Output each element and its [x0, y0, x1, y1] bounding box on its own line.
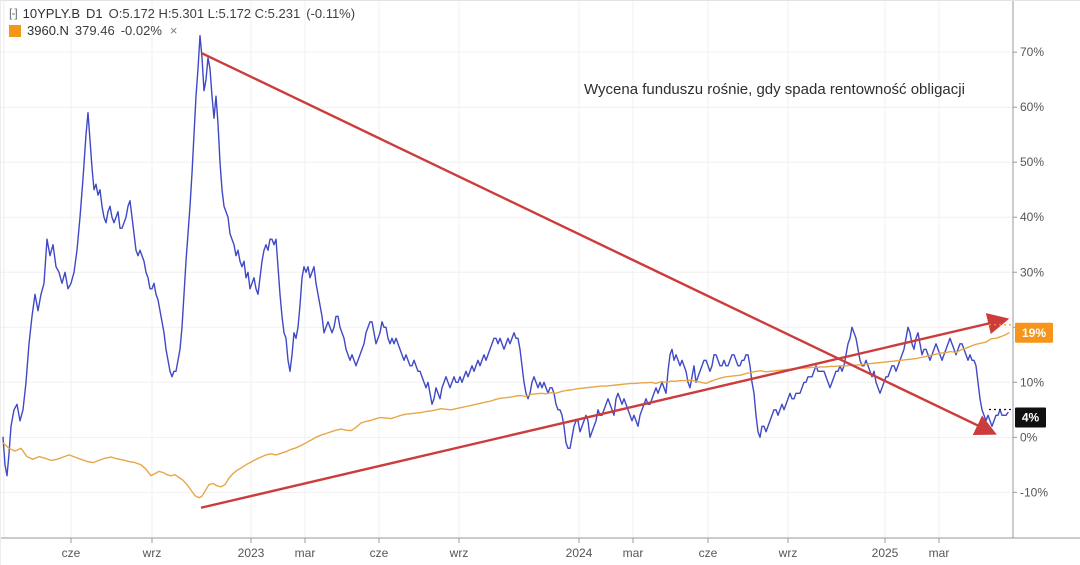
chart-annotation-text: Wycena funduszu rośnie, gdy spada rentow… [584, 81, 965, 98]
trend-up-arrow[interactable] [200, 313, 1010, 509]
y-axis-label: 70% [1020, 45, 1044, 59]
x-axis-label: wrz [142, 546, 162, 560]
y-axis-label: 30% [1020, 265, 1044, 279]
y-axis-label: 40% [1020, 210, 1044, 224]
timeframe-label: D1 [86, 6, 103, 21]
y-axis-label: 60% [1020, 100, 1044, 114]
symbol-name: 10YPLY.B [22, 6, 81, 21]
price-badge-4 [1015, 407, 1046, 428]
x-axis-label: mar [623, 546, 644, 560]
x-axis-label: wrz [449, 546, 469, 560]
collapse-legend-button[interactable]: [-] [9, 6, 18, 20]
x-axis-label: cze [370, 546, 389, 560]
legend-row-main: [-] 10YPLY.B D1 O:5.172 H:5.301 L:5.172 … [9, 5, 355, 22]
price-badge-19 [1015, 322, 1053, 343]
trend-down-arrow[interactable] [201, 52, 997, 436]
overlay-change: -0.02% [120, 23, 162, 38]
x-axis-label: 2025 [872, 546, 899, 560]
x-axis-label: cze [699, 546, 718, 560]
overlay-symbol: 3960.N [27, 23, 69, 38]
change-percent: (-0.11%) [306, 6, 356, 21]
price-badge-text: 19% [1022, 326, 1046, 340]
price-badge-text: 4% [1022, 411, 1040, 425]
x-axis-label: 2024 [566, 546, 593, 560]
remove-overlay-button[interactable]: × [169, 23, 178, 38]
x-axis-label: mar [295, 546, 316, 560]
series-line-10yply-b[interactable] [2, 35, 1009, 477]
legend-row-overlay: 3960.N 379.46 -0.02% × [9, 22, 355, 39]
series-color-swatch [9, 24, 21, 37]
overlay-value: 379.46 [74, 23, 115, 38]
y-axis-label: 10% [1020, 375, 1044, 389]
ohlc-values: O:5.172 H:5.301 L:5.172 C:5.231 [108, 6, 301, 21]
x-axis-label: 2023 [238, 546, 265, 560]
y-axis-label: -10% [1020, 485, 1048, 499]
y-axis-label: 50% [1020, 155, 1044, 169]
x-axis-label: cze [62, 546, 81, 560]
legend: [-] 10YPLY.B D1 O:5.172 H:5.301 L:5.172 … [9, 5, 355, 39]
series-line-3960-n[interactable] [2, 332, 1010, 499]
y-axis-label: 0% [1020, 430, 1038, 444]
x-axis-label: mar [929, 546, 950, 560]
x-axis-label: wrz [778, 546, 798, 560]
